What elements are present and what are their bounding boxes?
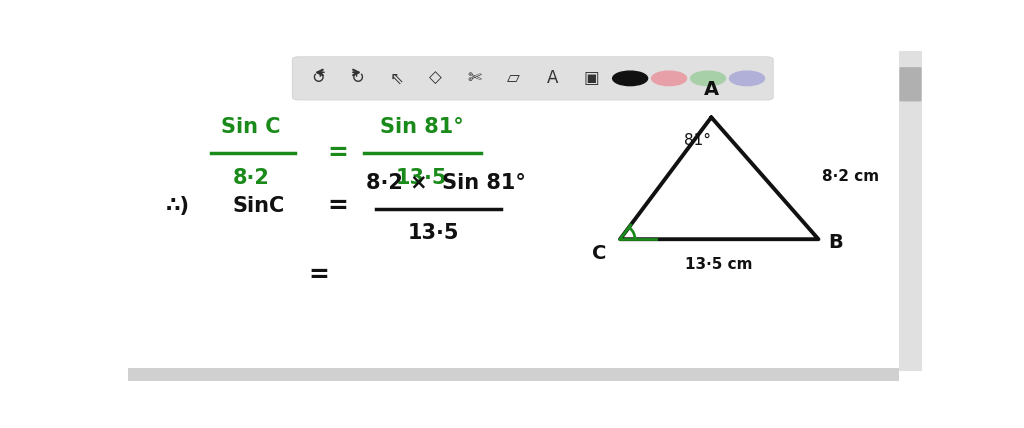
Text: ◇: ◇ xyxy=(429,69,441,87)
Circle shape xyxy=(651,71,686,86)
Text: ↻: ↻ xyxy=(350,69,365,87)
Text: ⇖: ⇖ xyxy=(389,69,403,87)
Text: 8·2: 8·2 xyxy=(232,168,269,188)
FancyBboxPatch shape xyxy=(899,51,922,371)
Text: C: C xyxy=(592,244,606,263)
Text: =: = xyxy=(328,140,349,164)
Text: ↺: ↺ xyxy=(311,69,326,87)
Circle shape xyxy=(690,71,726,86)
Text: 13·5 cm: 13·5 cm xyxy=(685,257,753,272)
Text: ▣: ▣ xyxy=(584,69,599,87)
Text: Sin C: Sin C xyxy=(221,117,281,137)
Bar xyxy=(128,368,899,381)
Text: ∴): ∴) xyxy=(166,196,190,216)
Text: Sin 81°: Sin 81° xyxy=(380,117,464,137)
Text: A: A xyxy=(547,69,558,87)
Text: 81°: 81° xyxy=(684,133,712,148)
Text: ▱: ▱ xyxy=(507,69,519,87)
FancyBboxPatch shape xyxy=(292,57,773,100)
FancyBboxPatch shape xyxy=(899,67,922,101)
Text: ✄: ✄ xyxy=(467,69,481,87)
Text: 8·2 cm: 8·2 cm xyxy=(822,169,880,184)
Text: A: A xyxy=(703,80,719,99)
Circle shape xyxy=(729,71,765,86)
Text: 13·5: 13·5 xyxy=(408,223,460,244)
Text: =: = xyxy=(328,194,349,218)
Circle shape xyxy=(612,71,647,86)
Text: 13·5: 13·5 xyxy=(396,168,447,188)
Text: SinC: SinC xyxy=(232,196,285,216)
Text: =: = xyxy=(308,264,329,288)
Text: B: B xyxy=(828,233,843,252)
Text: 8·2 ×  Sin 81°: 8·2 × Sin 81° xyxy=(366,173,525,193)
